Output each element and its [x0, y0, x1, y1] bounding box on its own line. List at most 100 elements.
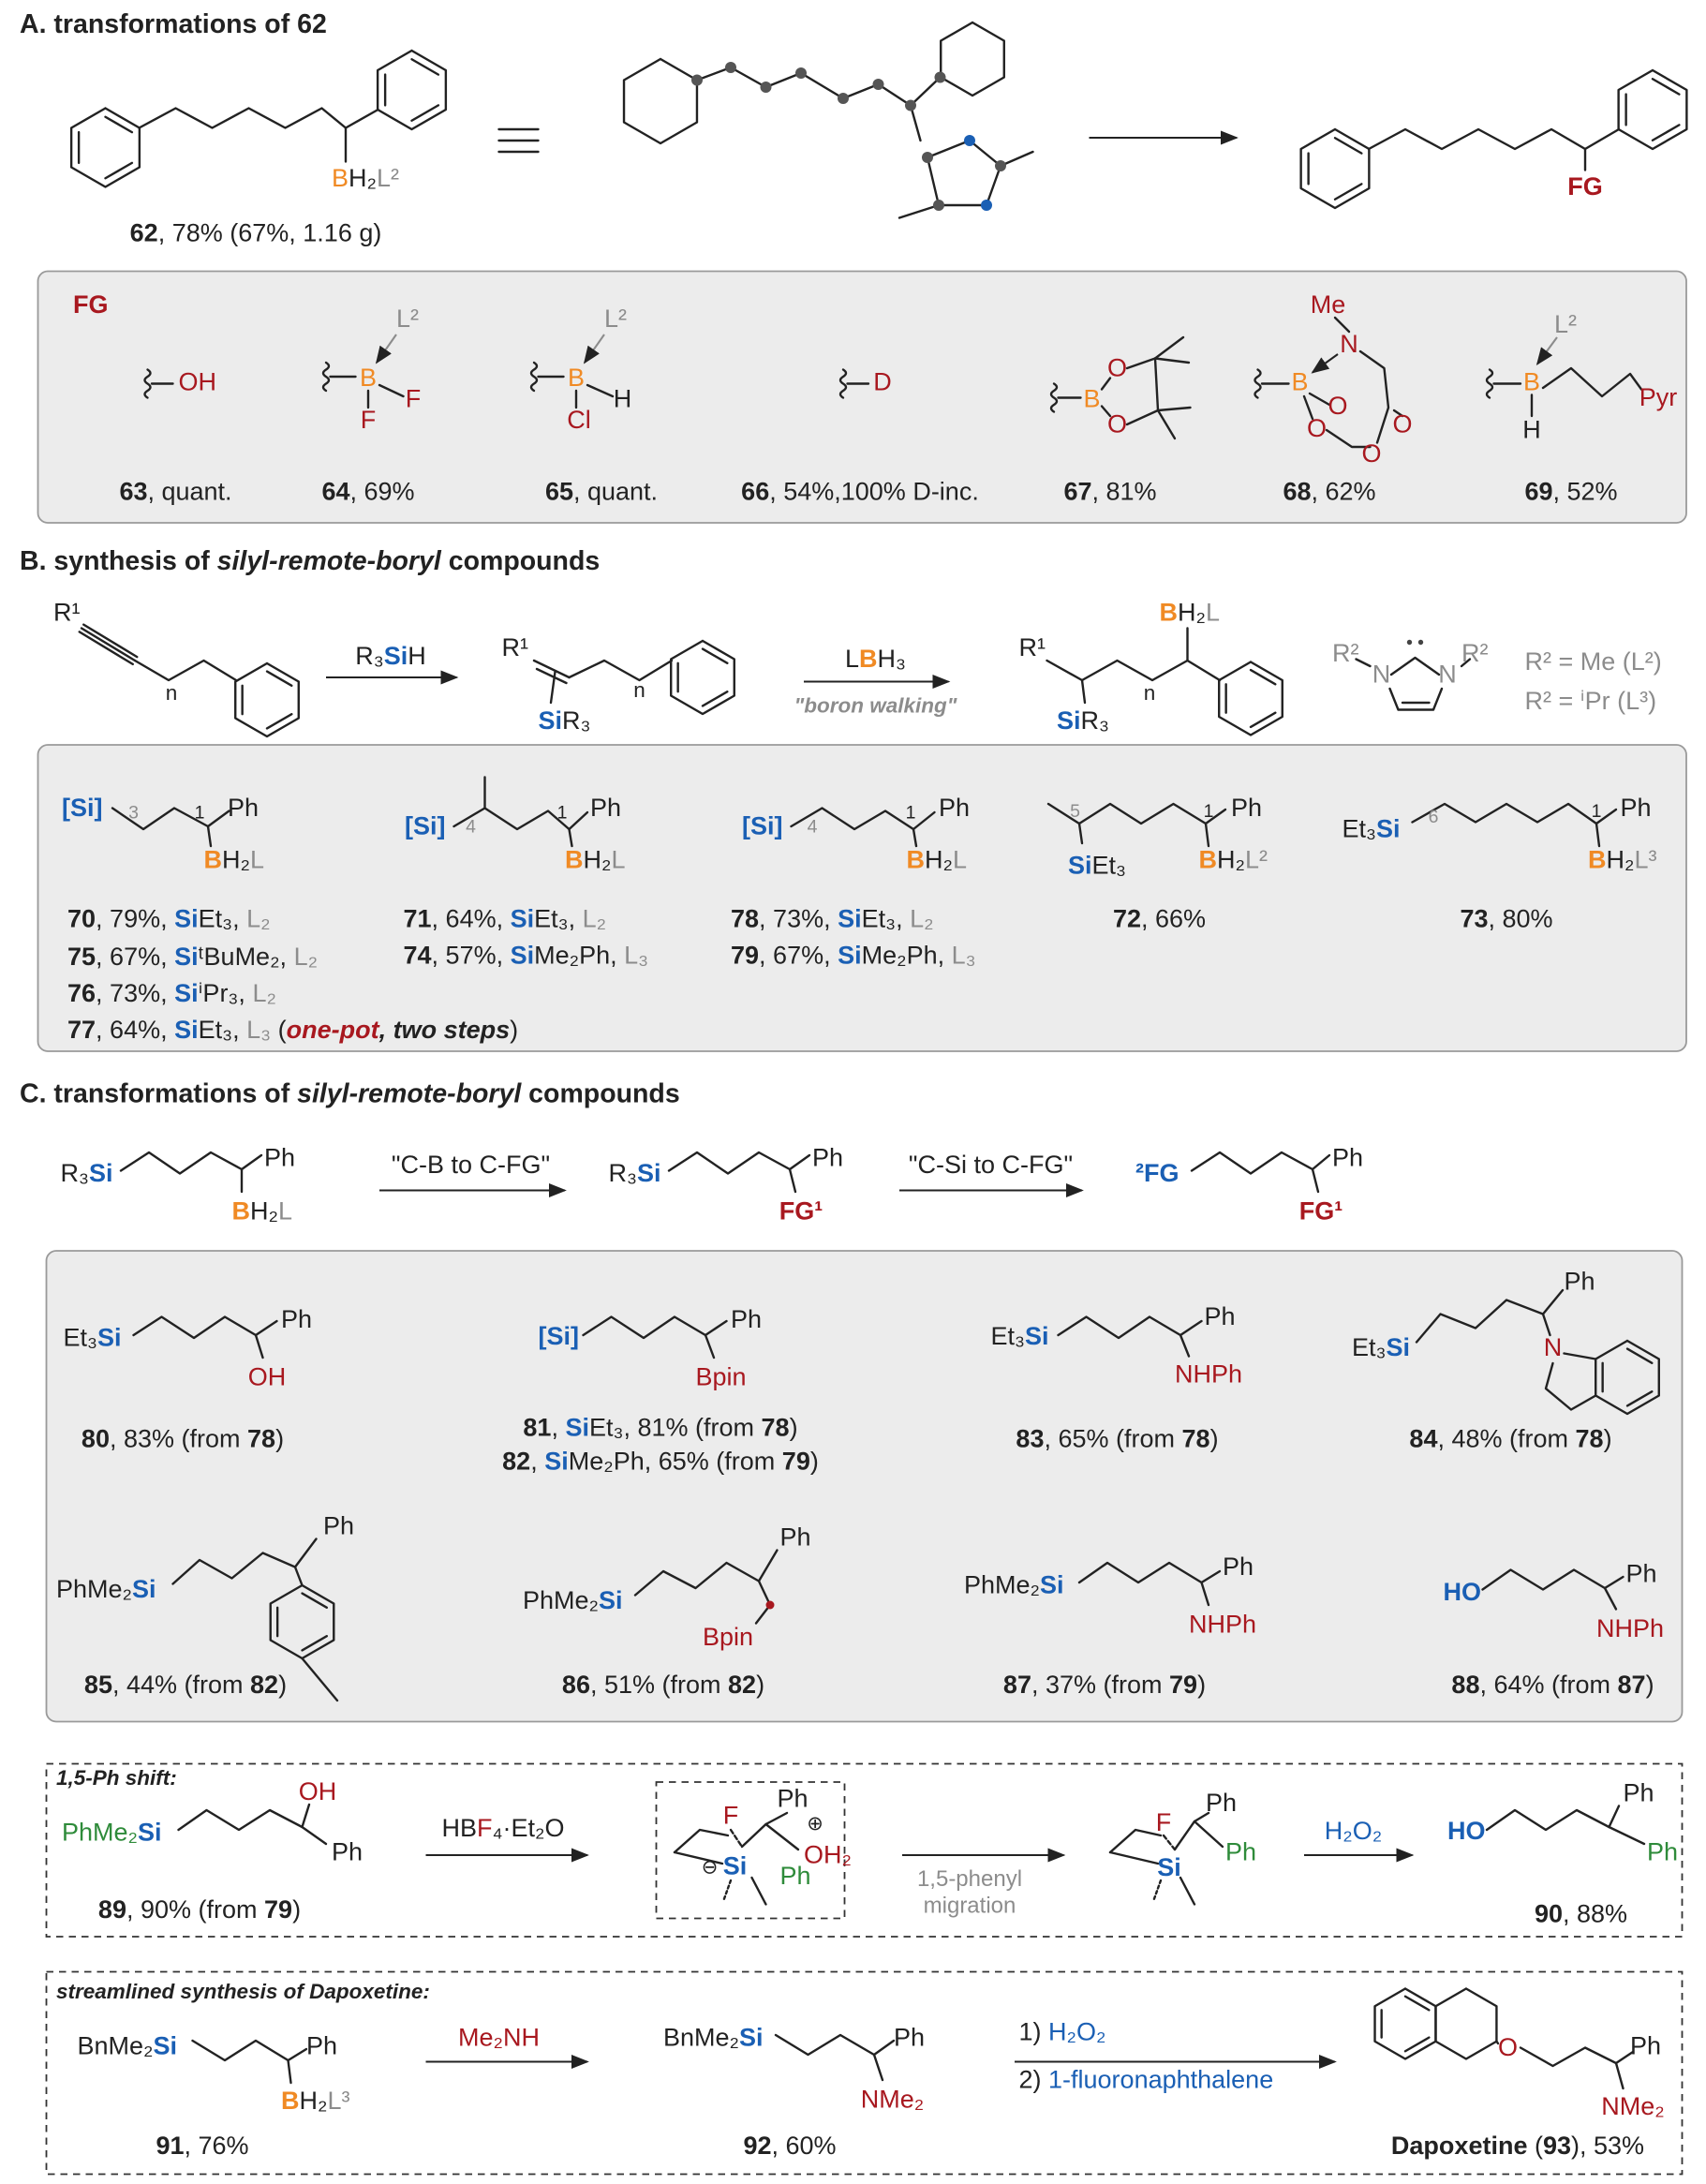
structure-label: Et₃Si	[64, 1324, 122, 1352]
text-run: Ph	[1647, 1838, 1678, 1866]
text-run: )	[275, 1425, 284, 1453]
text-run: "boron walking"	[794, 693, 957, 717]
atom-ellipsoid	[934, 71, 946, 83]
text-run: migration	[924, 1894, 1016, 1919]
text-run: Ph	[1205, 1302, 1236, 1330]
text-run: ⊖	[702, 1856, 719, 1878]
structure-label: 6	[1429, 807, 1439, 827]
text-run: Si	[1157, 1853, 1181, 1881]
attachment-wave	[143, 368, 152, 399]
text-run: Si	[1057, 706, 1081, 735]
text-run: Et₃	[1352, 1333, 1387, 1361]
bond	[1156, 406, 1192, 412]
structure-label: F	[406, 385, 422, 413]
structure-label: FG¹	[779, 1197, 823, 1226]
text-run: Ph	[939, 794, 970, 822]
structure-label: Me₂NH	[458, 2024, 540, 2052]
text-run: Me₂Ph,	[534, 942, 624, 970]
structure-label: D	[873, 368, 892, 396]
text-run: Si	[511, 905, 535, 933]
structure-label: LBH₃	[845, 645, 906, 673]
text-run: Si	[544, 1448, 569, 1476]
text-run: OH	[299, 1777, 337, 1805]
structure-label: Me	[1311, 290, 1346, 319]
text-run: B	[332, 164, 349, 192]
text-run: ,	[551, 1414, 565, 1442]
text-run: compounds	[441, 546, 600, 576]
text-run: FG	[1567, 172, 1603, 201]
structure-label: BH₂L	[565, 846, 626, 874]
text-run: R₃	[562, 706, 591, 735]
bond	[667, 1151, 792, 1175]
structure-label: N	[1340, 330, 1358, 358]
text-run: 67	[1063, 478, 1091, 506]
structure-label: NHPh	[1175, 1360, 1242, 1389]
text-run: , 66%	[1141, 905, 1206, 933]
text-run: R¹	[502, 633, 529, 661]
text-run: [Si]	[405, 812, 446, 840]
text-run: , 80%	[1489, 905, 1553, 933]
structure-label: "C-Si to C-FG"	[909, 1151, 1073, 1179]
text-run: L	[953, 846, 967, 874]
text-run: L₃	[624, 942, 648, 970]
structure-label: Ph	[1231, 794, 1262, 822]
compound-caption: 65, quant.	[545, 478, 658, 506]
text-run: Ph	[1231, 794, 1262, 822]
structure-label: O	[1107, 410, 1127, 438]
structure-label: H₂O₂	[1325, 1817, 1382, 1845]
structure-label: R¹	[53, 599, 81, 627]
text-run: 87	[1003, 1671, 1031, 1699]
bond	[1460, 658, 1472, 668]
bond	[1392, 409, 1404, 418]
atom-ellipsoid	[838, 93, 849, 104]
bond	[301, 1825, 328, 1846]
text-run: streamlined synthesis of Dapoxetine:	[56, 1980, 430, 2003]
structure-label: H	[1522, 416, 1541, 444]
text-run: , quant.	[573, 478, 658, 506]
bond	[568, 810, 589, 831]
bond	[1595, 808, 1618, 825]
structure-label: Ph	[780, 1862, 811, 1890]
text-run: Me₂NH	[458, 2024, 540, 2052]
text-run: Ph	[780, 1862, 811, 1890]
text-run: Ph	[1630, 2032, 1661, 2060]
bond	[549, 670, 556, 705]
text-run: silyl-remote-boryl	[297, 1078, 522, 1108]
bond	[764, 1822, 800, 1851]
text-run: Et₃	[1343, 815, 1377, 843]
bond	[1481, 1568, 1607, 1591]
text-run: D	[873, 368, 892, 396]
text-run: 83	[1016, 1425, 1044, 1453]
text-run: Si	[174, 905, 199, 933]
text-run: Ph	[1206, 1789, 1237, 1817]
bond	[568, 659, 674, 682]
structure-label: n	[166, 681, 178, 705]
text-run: Si	[97, 1324, 122, 1352]
structure-label: NHPh	[1189, 1611, 1256, 1639]
structure-label: 4	[466, 817, 476, 838]
shaded-box	[37, 270, 1687, 524]
text-run: H₂	[250, 1197, 278, 1226]
bond	[701, 647, 729, 664]
text-run: 1	[1592, 801, 1602, 822]
bond	[1519, 2046, 1618, 2068]
text-run: 71	[404, 905, 432, 933]
bond	[535, 667, 568, 685]
atom-ellipsoid	[964, 135, 975, 146]
text-run: H₂O₂	[1325, 1817, 1382, 1845]
text-run: L₂	[246, 905, 271, 933]
text-run: )	[292, 1895, 301, 1924]
text-run: NHPh	[1596, 1614, 1664, 1642]
text-run: Ph	[778, 1785, 808, 1813]
text-run: R²	[1461, 639, 1489, 667]
text-run: N	[1340, 330, 1358, 358]
bond	[1625, 1390, 1654, 1407]
text-run: O	[1107, 410, 1127, 438]
text-run: )	[278, 1671, 287, 1699]
bond	[1333, 183, 1363, 201]
text-run: , 67%,	[96, 943, 174, 971]
structure-label: 1	[906, 803, 916, 824]
structure-label: Ph	[590, 794, 621, 822]
text-run: compounds	[521, 1078, 679, 1108]
